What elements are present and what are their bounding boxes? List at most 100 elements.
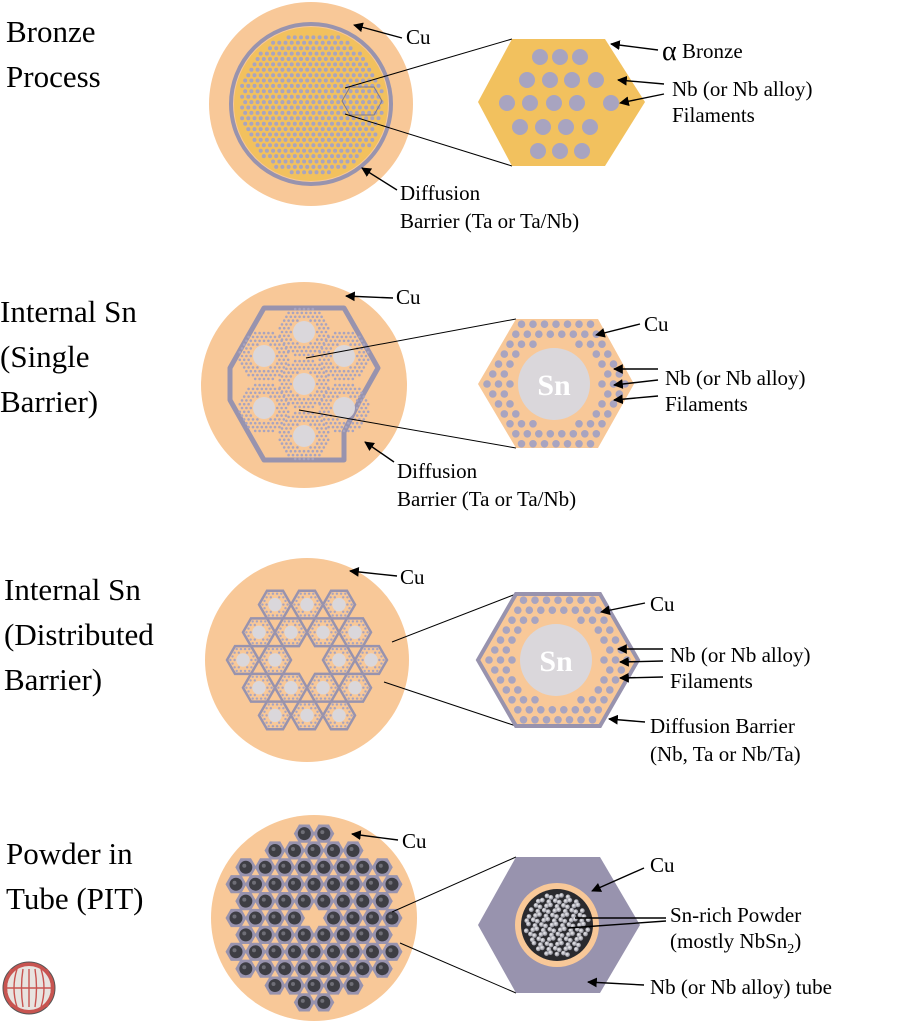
- pit-element-grain: [559, 940, 564, 946]
- single-wire-filament: [315, 367, 319, 371]
- pit-wire-powder-grain: [261, 931, 266, 936]
- dist-wire-subelement-filament: [327, 607, 330, 610]
- pit-wire-powder-grain: [330, 914, 334, 919]
- single-wire-filament: [362, 358, 366, 362]
- bronze-wire-filament: [246, 73, 251, 78]
- single-wire-filament: [242, 395, 246, 398]
- bronze-wire-filament: [314, 105, 319, 110]
- pit-wire-powder-grain: [291, 982, 295, 986]
- pit-cu-element-arrow: [591, 867, 645, 892]
- pit-wire-powder-grain: [300, 830, 305, 835]
- single-element-filament: [569, 330, 578, 339]
- dist-wire-subelement-filament: [314, 596, 317, 599]
- dist-wire-subelement-filament: [350, 714, 353, 717]
- dist-wire-subelement-sn-core: [348, 625, 362, 640]
- dist-wire-subelement-filament: [333, 610, 336, 613]
- dist-wire-subelement-filament: [326, 679, 329, 682]
- pit-element-grain: [574, 936, 580, 942]
- pit-wire-powder-grain: [232, 948, 237, 953]
- bronze-wire-filament: [286, 110, 291, 115]
- bronze-wire-filament: [330, 46, 334, 51]
- dist-wire-subelement-filament: [346, 610, 349, 613]
- bronze-wire-filament: [311, 164, 316, 169]
- single-element-filament: [609, 380, 618, 388]
- dist-wire-subelement-filament: [249, 623, 252, 627]
- dist-wire-subelement-filament: [329, 666, 332, 669]
- bronze-wire-filament: [258, 51, 263, 56]
- dist-wire-subelement-filament: [345, 693, 348, 697]
- dist-element-filament: [508, 636, 516, 644]
- single-wire-filament: [358, 343, 361, 346]
- pit-element-grain: [538, 932, 544, 937]
- bronze-wire-filament: [326, 40, 331, 45]
- dist-wire-subelement-filament: [291, 620, 295, 623]
- bronze-element-filament: [558, 119, 574, 135]
- single-wire-filament: [258, 421, 261, 425]
- single-wire-filament: [289, 390, 293, 393]
- bronze-wire-filament: [243, 100, 248, 105]
- pit-element-grain: [534, 926, 540, 932]
- single-wire-filament: [355, 362, 359, 365]
- dist-wire-subelement-filament: [298, 679, 301, 682]
- dist-wire-subelement-filament: [371, 647, 375, 651]
- bronze-wire-filament: [336, 100, 341, 105]
- bronze-wire-filament: [305, 100, 310, 105]
- bronze-wire-filament: [351, 127, 356, 132]
- bronze-wire-filament: [308, 127, 313, 132]
- single-wire-filament: [253, 331, 257, 335]
- pit-element-grain: [585, 927, 591, 933]
- single-wire-filament: [302, 457, 306, 461]
- bronze-wire-filament: [255, 132, 260, 137]
- single-wire-filament: [307, 315, 310, 319]
- dist-element-filament: [617, 666, 626, 674]
- dist-element-filament: [577, 616, 585, 624]
- single-wire-filament: [256, 335, 259, 339]
- pit-element-grain: [553, 921, 559, 927]
- bronze-wire-filament: [295, 159, 300, 164]
- pit-wire-powder-core: [278, 928, 292, 942]
- dist-wire-subelement-filament: [233, 651, 236, 654]
- single-wire-filament: [307, 449, 310, 453]
- single-wire-filament: [245, 414, 248, 417]
- dist-element-filament: [514, 606, 522, 614]
- dist-element-filament: [588, 596, 597, 604]
- single-wire-filament: [342, 429, 346, 433]
- pit-element-grain: [565, 904, 570, 910]
- bronze-wire-filament: [354, 143, 359, 148]
- single-wire-filament: [342, 331, 346, 335]
- dist-wire-subelement-filament: [311, 634, 314, 638]
- dist-wire-subelement-filament: [285, 679, 288, 682]
- bronze-wire-filament: [314, 40, 319, 45]
- single-wire-filament: [313, 423, 317, 426]
- single-element-filament: [506, 340, 514, 349]
- single-element-filament: [592, 350, 601, 358]
- dist-element-filament: [508, 676, 516, 684]
- bronze-wire-filament: [357, 51, 362, 56]
- bronze-wire-filament: [246, 116, 251, 121]
- pit-wire-powder-core: [229, 877, 243, 891]
- dist-wire-subelement-filament: [255, 697, 259, 700]
- bronze-wire-filament: [326, 73, 331, 78]
- pit-element-grain: [550, 912, 555, 918]
- dist-wire-subelement-filament: [362, 638, 365, 641]
- dist-wire-subelement-filament: [362, 686, 365, 689]
- dist-element-sn-core: [520, 624, 592, 696]
- bronze-wire-filament: [274, 110, 279, 115]
- bronze-wire-filament: [302, 170, 307, 175]
- bronze-wire-filament: [308, 116, 313, 121]
- dist-wire-subelement-filament: [327, 599, 330, 603]
- dist-wire-subelement-filament: [325, 714, 328, 717]
- pit-wire-powder-core: [356, 894, 370, 908]
- single-wire-filament: [302, 411, 306, 415]
- dist-wire-subelement-filament: [348, 599, 351, 603]
- bronze-wire-filament: [339, 105, 344, 110]
- dist-wire-subelement-filament: [326, 623, 329, 627]
- dist-element-filament: [623, 656, 631, 664]
- bronze-wire-filament: [336, 110, 341, 115]
- bronze-wire-filament: [367, 100, 372, 105]
- dist-wire-subelement-filament: [355, 675, 359, 678]
- pit-wire-powder-grain: [349, 914, 354, 919]
- bronze-wire-filament: [261, 67, 266, 72]
- pit-element-grain: [544, 903, 549, 909]
- dist-wire-subelement-filament: [313, 679, 316, 682]
